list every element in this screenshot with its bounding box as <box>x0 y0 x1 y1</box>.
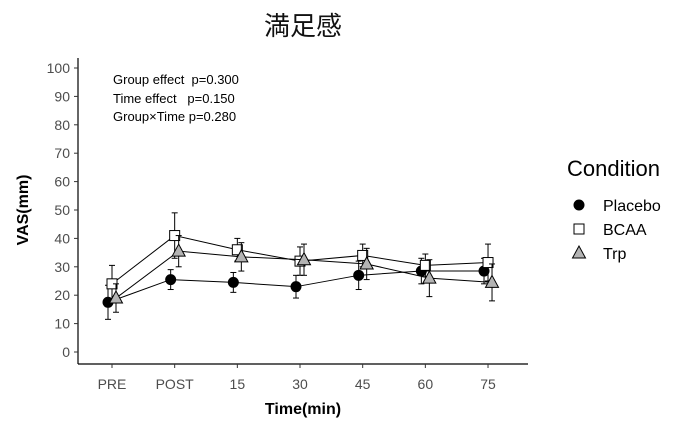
series-placebo <box>102 257 490 320</box>
x-tick-label: 30 <box>292 376 308 392</box>
legend-items: Placebo BCAA Trp <box>571 198 661 263</box>
data-point <box>484 274 500 288</box>
data-point <box>165 274 177 286</box>
x-tick-label: 75 <box>480 376 496 392</box>
data-point <box>419 259 431 271</box>
annotation-group: Group effect p=0.300 <box>113 72 239 87</box>
chart-title: 満足感 <box>264 12 342 42</box>
data-point <box>231 244 243 256</box>
data-point <box>234 248 249 263</box>
legend-marker <box>573 199 585 211</box>
x-tick-label: 45 <box>355 376 371 392</box>
y-tick-label: 90 <box>54 88 70 104</box>
series-layer <box>102 212 500 320</box>
legend-label: BCAA <box>603 222 647 239</box>
y-tick-label: 80 <box>54 117 70 133</box>
legend-marker <box>573 223 585 235</box>
data-point <box>359 255 375 270</box>
y-tick-label: 30 <box>54 259 70 275</box>
legend-marker <box>571 244 587 259</box>
y-tick-label: 0 <box>62 344 70 360</box>
y-tick-label: 10 <box>54 316 70 332</box>
x-tick-label: 15 <box>230 376 246 392</box>
data-point <box>171 243 187 257</box>
legend-label: Placebo <box>603 198 661 215</box>
series-trp <box>108 235 500 313</box>
x-ticks: PRE POST 15 30 45 60 75 <box>98 364 496 392</box>
y-tick-label: 40 <box>54 230 70 246</box>
x-tick-label: 60 <box>418 376 434 392</box>
annotation-time: Time effect p=0.150 <box>113 91 235 106</box>
legend: Condition Placebo BCAA Trp <box>567 156 661 263</box>
y-tick-label: 60 <box>54 174 70 190</box>
data-point <box>227 276 239 288</box>
y-axis-title: VAS(mm) <box>15 175 32 246</box>
data-point <box>482 257 494 269</box>
y-tick-label: 70 <box>54 145 70 161</box>
legend-title: Condition <box>567 156 660 181</box>
y-tick-label: 50 <box>54 202 70 218</box>
y-tick-label: 100 <box>47 60 71 76</box>
data-point <box>108 289 124 304</box>
annotations: Group effect p=0.300 Time effect p=0.150… <box>113 72 239 124</box>
x-axis-title: Time(min) <box>265 401 341 418</box>
legend-label: Trp <box>603 246 627 263</box>
data-point <box>290 281 302 293</box>
x-tick-label: POST <box>156 376 195 392</box>
data-point <box>357 249 369 261</box>
axes <box>77 58 528 365</box>
x-tick-label: PRE <box>98 376 127 392</box>
data-point <box>296 251 312 266</box>
data-point <box>422 270 437 284</box>
data-point <box>353 269 365 281</box>
y-tick-label: 20 <box>54 287 70 303</box>
annotation-interaction: Group×Time p=0.280 <box>113 109 236 124</box>
y-ticks: 0 10 20 30 40 50 60 70 80 90 100 <box>47 60 78 360</box>
